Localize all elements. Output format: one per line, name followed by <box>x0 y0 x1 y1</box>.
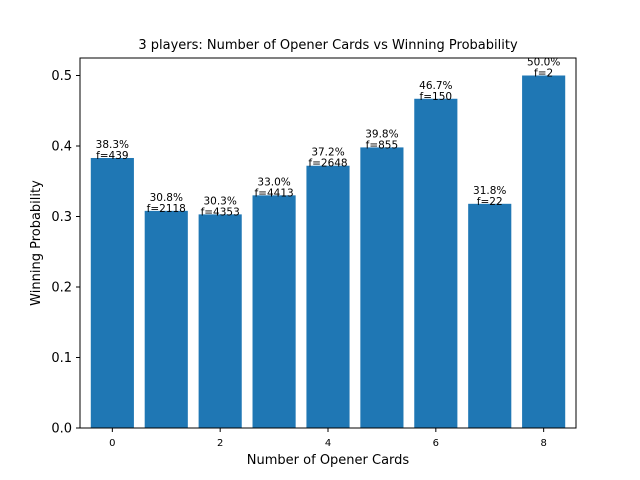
bar-8 <box>522 75 566 428</box>
bar-label-percent: 30.3% <box>203 195 236 207</box>
bar-4 <box>306 165 350 429</box>
x-tick-label: 0 <box>109 438 115 449</box>
bar-label-percent: 39.8% <box>365 128 398 140</box>
y-tick-label: 0.5 <box>51 69 72 84</box>
bar-label-frequency: f=4353 <box>201 206 240 218</box>
bar-7 <box>468 203 512 428</box>
x-tick-label: 8 <box>540 438 546 449</box>
bar-label-percent: 33.0% <box>257 176 290 188</box>
bar-3 <box>252 195 296 428</box>
bar-label-percent: 37.2% <box>311 147 344 159</box>
bar-label-frequency: f=150 <box>420 91 453 103</box>
bar-label-percent: 31.8% <box>473 185 506 197</box>
bar-label-percent: 46.7% <box>419 80 452 92</box>
bar-label-frequency: f=439 <box>96 150 129 162</box>
x-tick-label: 4 <box>325 438 331 449</box>
y-tick-label: 0.1 <box>51 351 72 366</box>
x-axis-label: Number of Opener Cards <box>247 453 410 468</box>
x-tick-label: 6 <box>433 438 439 449</box>
chart-title: 3 players: Number of Opener Cards vs Win… <box>138 38 518 53</box>
bar-label-frequency: f=2 <box>534 68 553 80</box>
y-tick-label: 0.4 <box>51 140 72 155</box>
bar-label-percent: 50.0% <box>527 57 560 69</box>
bar-label-frequency: f=855 <box>366 139 399 151</box>
bar-5 <box>360 147 404 428</box>
bar-label-percent: 30.8% <box>150 192 183 204</box>
bar-2 <box>198 214 242 428</box>
bar-label-frequency: f=4413 <box>254 187 293 199</box>
y-axis-label: Winning Probability <box>29 180 44 306</box>
bar-0 <box>90 157 134 429</box>
bar-6 <box>414 98 458 428</box>
bar-label-frequency: f=22 <box>477 196 503 208</box>
y-tick-label: 0.2 <box>51 281 72 296</box>
x-tick-label: 2 <box>217 438 223 449</box>
bar-label-frequency: f=2118 <box>147 203 186 215</box>
bar-1 <box>144 210 188 428</box>
bar-label-percent: 38.3% <box>96 139 129 151</box>
bar-label-frequency: f=2648 <box>308 158 347 170</box>
y-tick-label: 0.3 <box>51 210 72 225</box>
y-tick-label: 0.0 <box>51 422 72 437</box>
